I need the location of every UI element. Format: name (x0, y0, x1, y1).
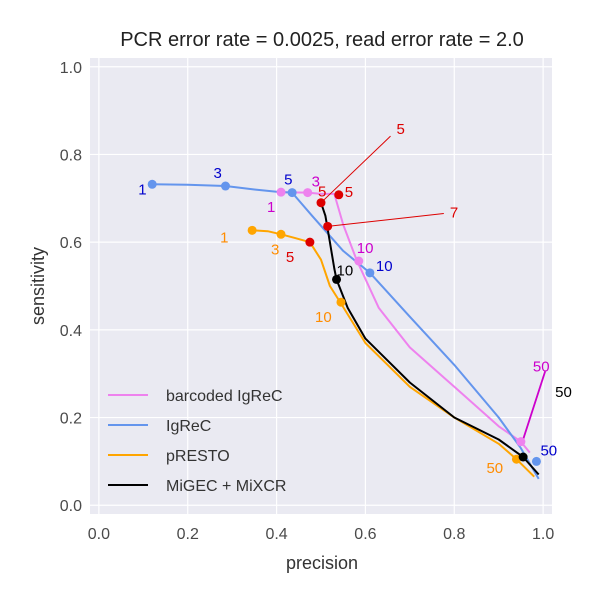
data-point-marker (518, 452, 528, 462)
data-point-marker (247, 225, 257, 235)
data-point-marker (323, 221, 333, 231)
annotation-line (327, 212, 444, 227)
legend-label: pRESTO (166, 448, 230, 465)
annotation-line (320, 135, 391, 204)
data-point-marker (354, 256, 364, 266)
y-tick-label: 0.8 (60, 147, 82, 164)
y-tick-label: 0.6 (60, 235, 82, 252)
data-point-marker (516, 437, 526, 447)
annotation-label: 5 (397, 121, 405, 138)
data-point-marker (365, 268, 375, 278)
data-point-label: 5 (318, 184, 326, 201)
x-tick-label: 0.8 (443, 526, 465, 543)
series-line (320, 202, 540, 476)
grid (90, 58, 552, 514)
data-point-marker (531, 456, 541, 466)
data-point-label: 5 (284, 172, 292, 189)
y-tick-label: 0.4 (60, 323, 82, 340)
data-point-marker (316, 198, 326, 208)
data-point-label: 1 (220, 229, 228, 246)
y-tick-label: 1.0 (60, 60, 82, 77)
annotations: 57 (320, 121, 546, 440)
data-point-label: 50 (533, 359, 550, 376)
legend-label: MiGEC + MiXCR (166, 478, 286, 495)
x-tick-label: 0.4 (265, 526, 287, 543)
data-point-label: 3 (213, 165, 221, 182)
x-tick-labels: 0.0 0.2 0.4 0.6 0.8 1.0 (88, 526, 555, 543)
data-point-label: 50 (486, 460, 503, 477)
data-point-label: 10 (376, 258, 393, 275)
data-point-marker (276, 187, 286, 197)
series-lines (152, 183, 540, 480)
data-point-marker (334, 190, 344, 200)
y-tick-labels: 0.0 0.2 0.4 0.6 0.8 1.0 (60, 60, 82, 515)
annotation-arrow (522, 371, 546, 440)
plot-area (90, 58, 552, 514)
legend-label: IgReC (166, 418, 211, 435)
data-point-marker (332, 274, 342, 284)
data-point-label: 1 (138, 181, 146, 198)
data-point-label: 5 (345, 184, 353, 201)
data-point-marker (147, 179, 157, 189)
x-tick-label: 0.0 (88, 526, 110, 543)
y-tick-label: 0.2 (60, 411, 82, 428)
x-tick-label: 0.2 (177, 526, 199, 543)
y-axis-label: sensitivity (28, 247, 48, 325)
data-point-label: 10 (315, 309, 332, 326)
data-point-label: 3 (271, 241, 279, 258)
data-point-label: 1 (267, 199, 275, 216)
annotation-label: 7 (450, 204, 458, 221)
data-point-marker (287, 188, 297, 198)
data-point-marker (276, 229, 286, 239)
x-axis-label: precision (286, 553, 358, 573)
data-point-marker (305, 237, 315, 247)
y-tick-label: 0.0 (60, 498, 82, 515)
legend: barcoded IgReC IgReC pRESTO MiGEC + MiXCR (108, 388, 286, 495)
chart-title: PCR error rate = 0.0025, read error rate… (120, 29, 524, 51)
data-point-label: 5 (286, 249, 294, 266)
data-point-marker (303, 188, 313, 198)
data-point-label: 50 (540, 442, 557, 459)
data-point-label: 10 (337, 262, 354, 279)
data-point-marker (336, 297, 346, 307)
x-tick-label: 1.0 (532, 526, 554, 543)
data-point-marker (220, 181, 230, 191)
data-point-label: 3 (312, 174, 320, 191)
series-line (280, 191, 531, 454)
data-point-label: 10 (357, 240, 374, 257)
markers (147, 179, 541, 466)
x-tick-label: 0.6 (354, 526, 376, 543)
legend-label: barcoded IgReC (166, 388, 283, 405)
data-point-label: 50 (555, 384, 572, 401)
